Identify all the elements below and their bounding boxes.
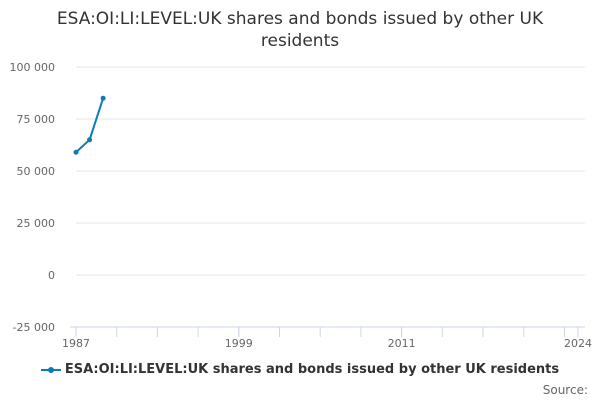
data-point[interactable] — [100, 95, 106, 101]
legend[interactable]: ESA:OI:LI:LEVEL:UK shares and bonds issu… — [0, 362, 600, 377]
gridlines — [76, 66, 585, 276]
chart-title: ESA:OI:LI:LEVEL:UK shares and bonds issu… — [56, 9, 544, 51]
data-point[interactable] — [87, 137, 93, 143]
x-axis: 1987 1999 2011 2024 — [62, 326, 592, 350]
x-tick-label: 2024 — [564, 337, 592, 350]
legend-label: ESA:OI:LI:LEVEL:UK shares and bonds issu… — [64, 362, 560, 377]
x-tick-label: 1999 — [225, 337, 253, 350]
y-tick-label: 50 000 — [17, 165, 56, 178]
y-tick-label: -25 000 — [13, 321, 55, 334]
x-tick-label: 2011 — [388, 337, 416, 350]
y-tick-label: 25 000 — [17, 217, 56, 230]
y-tick-label: 0 — [48, 269, 55, 282]
series-line[interactable] — [75, 97, 105, 154]
series-layer — [73, 95, 106, 155]
legend-swatch-icon — [40, 363, 61, 377]
x-tick-label: 1987 — [62, 337, 90, 350]
y-tick-label: 75 000 — [17, 113, 56, 126]
data-point[interactable] — [73, 149, 79, 155]
source-label: Source: — [542, 383, 588, 397]
y-axis-tick-labels: -25 000 0 25 000 50 000 75 000 100 000 — [10, 61, 56, 334]
y-tick-label: 100 000 — [10, 61, 56, 74]
